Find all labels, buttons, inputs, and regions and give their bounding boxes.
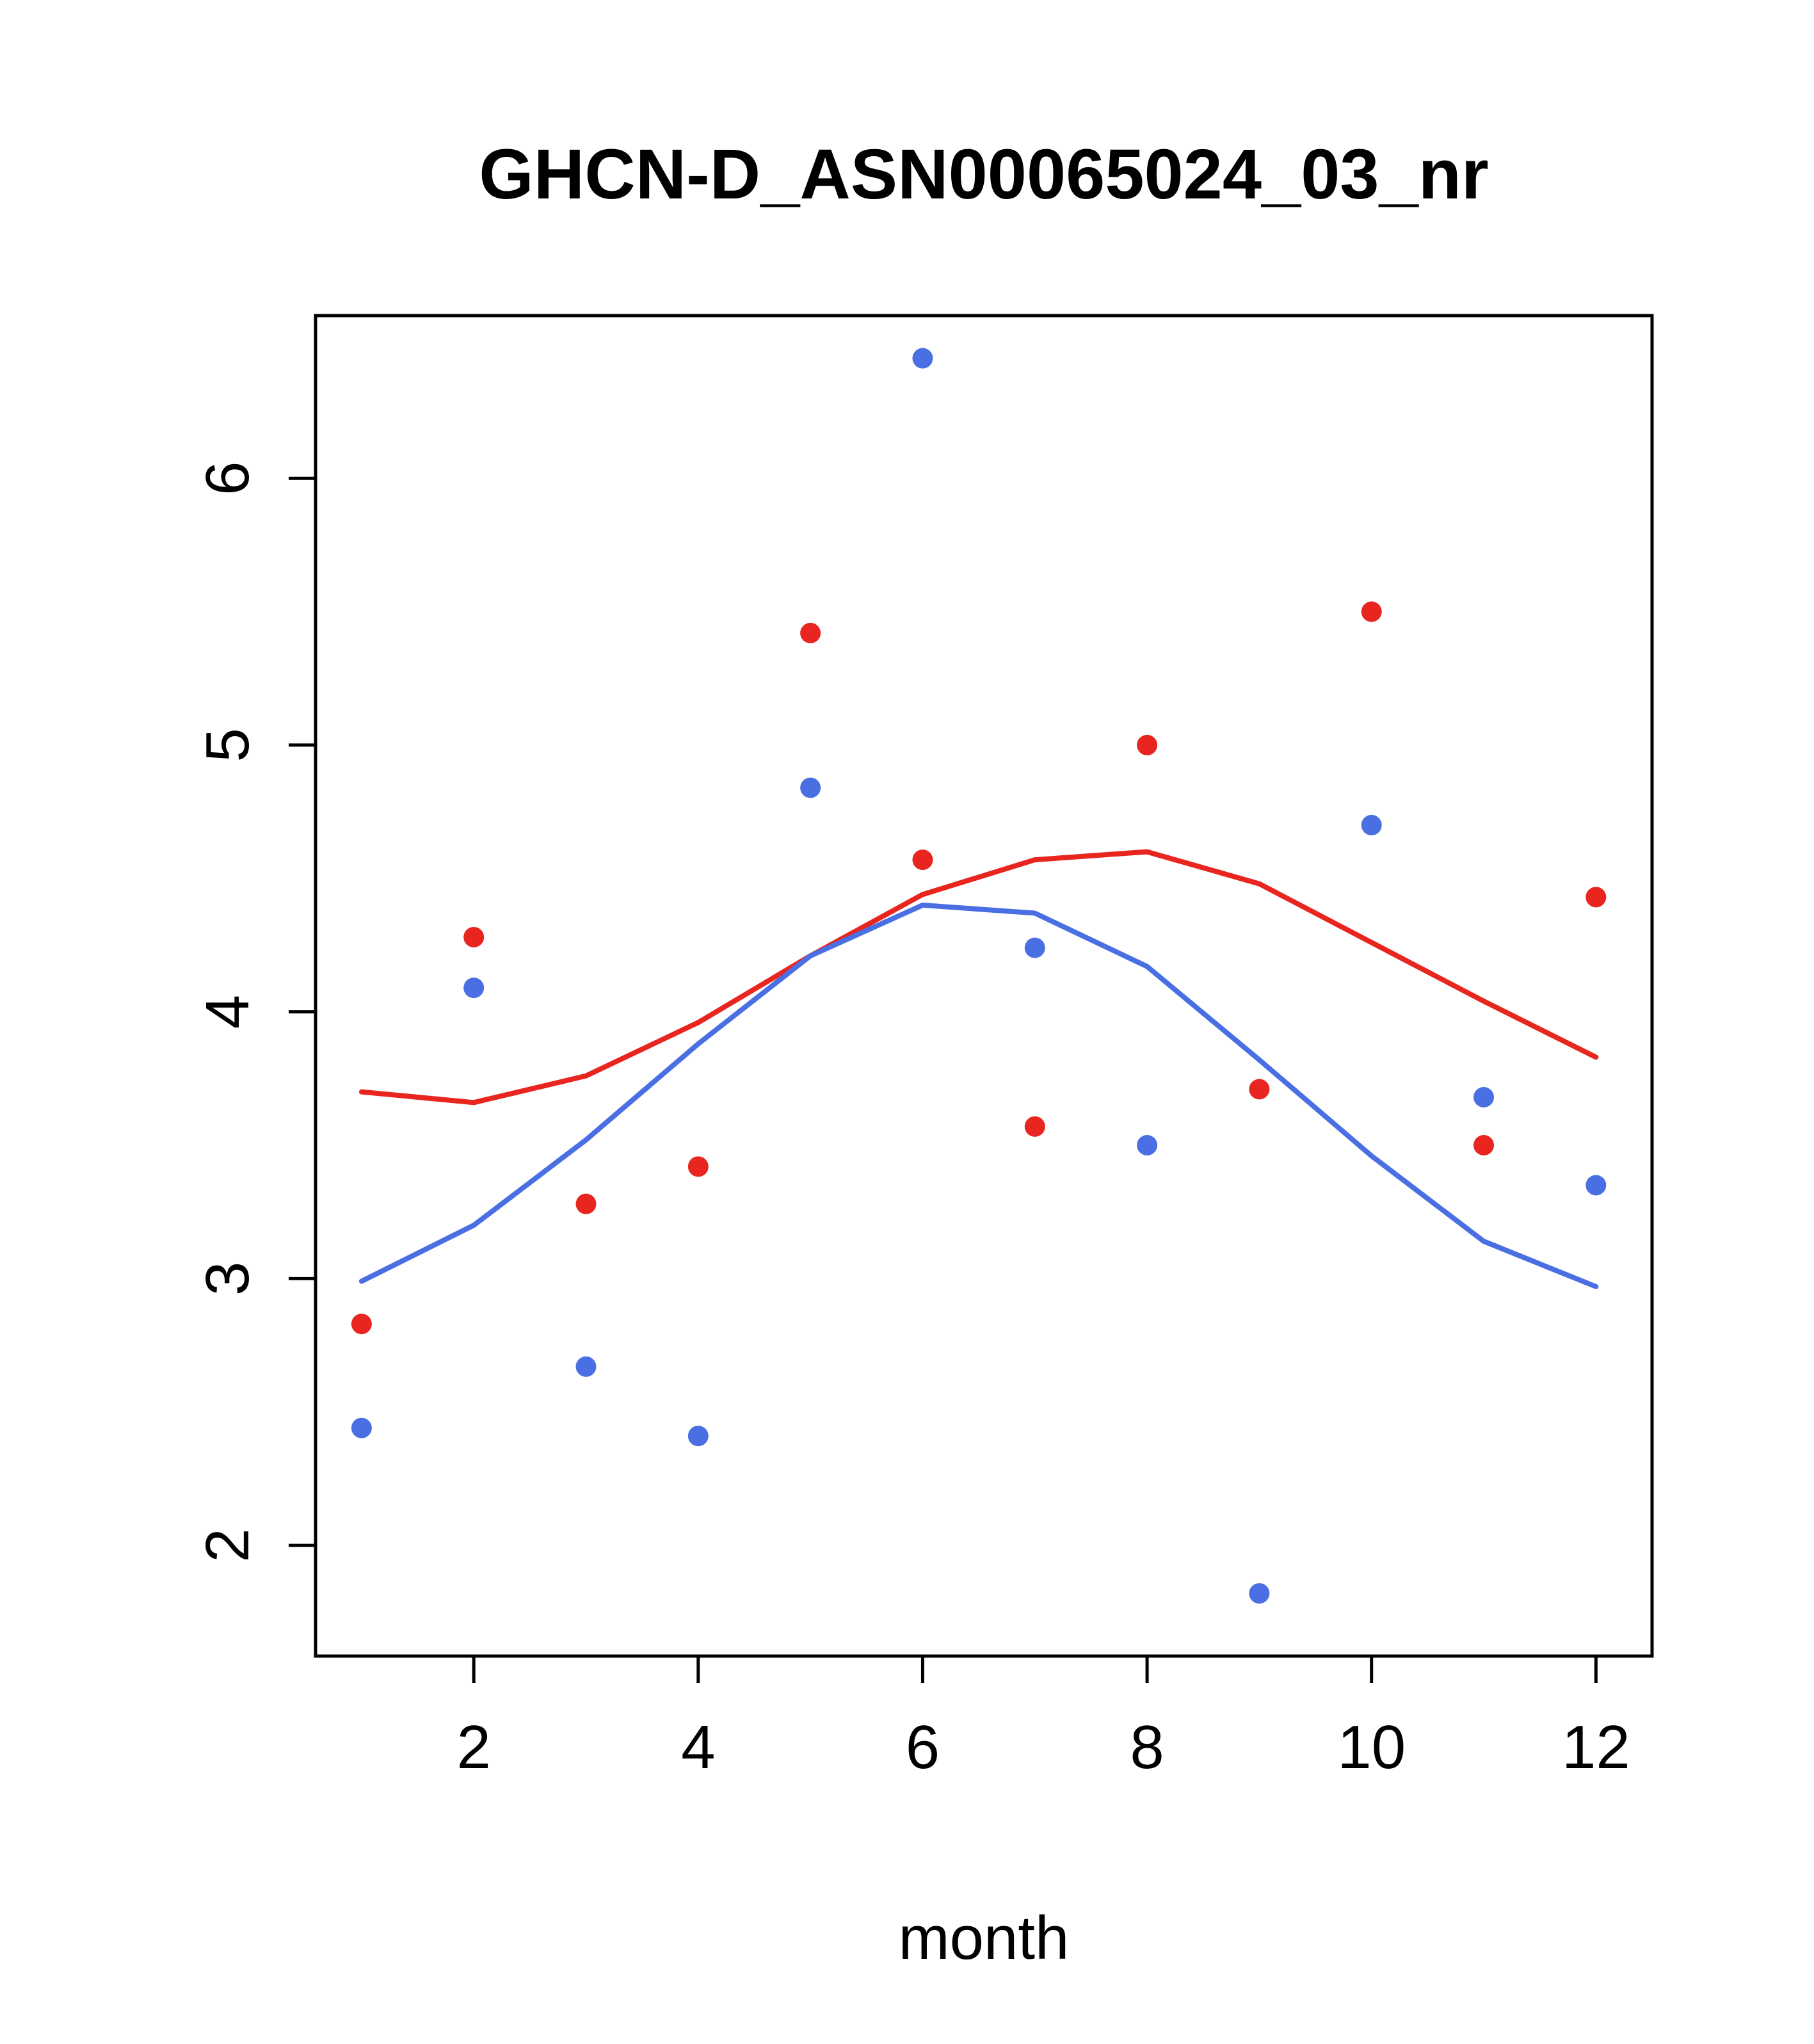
x-tick-label: 8 xyxy=(1130,1713,1164,1782)
y-tick-label: 6 xyxy=(193,462,262,495)
red-points-marker xyxy=(351,1314,372,1335)
red-points-marker xyxy=(1024,1116,1045,1137)
x-tick-label: 2 xyxy=(456,1713,490,1782)
x-tick-label: 12 xyxy=(1562,1713,1630,1782)
y-tick-label: 5 xyxy=(193,728,262,762)
red-points-marker xyxy=(1473,1134,1495,1155)
blue-points-marker xyxy=(351,1417,372,1438)
red-points-marker xyxy=(1137,734,1158,755)
red-points-marker xyxy=(575,1193,597,1214)
red-points-marker xyxy=(1249,1079,1270,1100)
plot-area: 2 4 6 8 10 12 2 3 4 5 6 xyxy=(193,314,1654,1782)
blue-points-marker xyxy=(1361,814,1382,835)
chart-title: GHCN-D_ASN00065024_03_nr xyxy=(479,135,1489,214)
y-tick-label: 3 xyxy=(193,1262,262,1296)
blue-points-marker xyxy=(1024,937,1045,958)
x-tick-label: 10 xyxy=(1337,1713,1406,1782)
blue-points-marker xyxy=(687,1426,709,1447)
x-axis-label: month xyxy=(899,1904,1070,1972)
blue-points-marker xyxy=(1249,1583,1270,1604)
y-tick-label: 4 xyxy=(193,995,262,1029)
red-points-marker xyxy=(1585,887,1607,908)
red-points-marker xyxy=(1361,601,1382,622)
y-tick-label: 2 xyxy=(193,1528,262,1562)
red-smooth-line xyxy=(358,849,1599,1106)
plot-box xyxy=(314,314,1654,1658)
red-points-marker xyxy=(463,926,485,947)
blue-points-marker xyxy=(1473,1086,1495,1107)
blue-points-marker xyxy=(912,348,933,369)
red-points-marker xyxy=(687,1156,709,1177)
x-tick-label: 4 xyxy=(681,1713,715,1782)
blue-points-marker xyxy=(800,777,821,798)
blue-smooth-line xyxy=(358,902,1599,1289)
red-points-marker xyxy=(800,622,821,643)
blue-points-marker xyxy=(575,1356,597,1377)
blue-points-marker xyxy=(1585,1175,1607,1196)
red-points-marker xyxy=(912,849,933,871)
x-tick-label: 6 xyxy=(906,1713,940,1782)
blue-points-marker xyxy=(463,978,485,999)
blue-points-marker xyxy=(1137,1134,1158,1155)
